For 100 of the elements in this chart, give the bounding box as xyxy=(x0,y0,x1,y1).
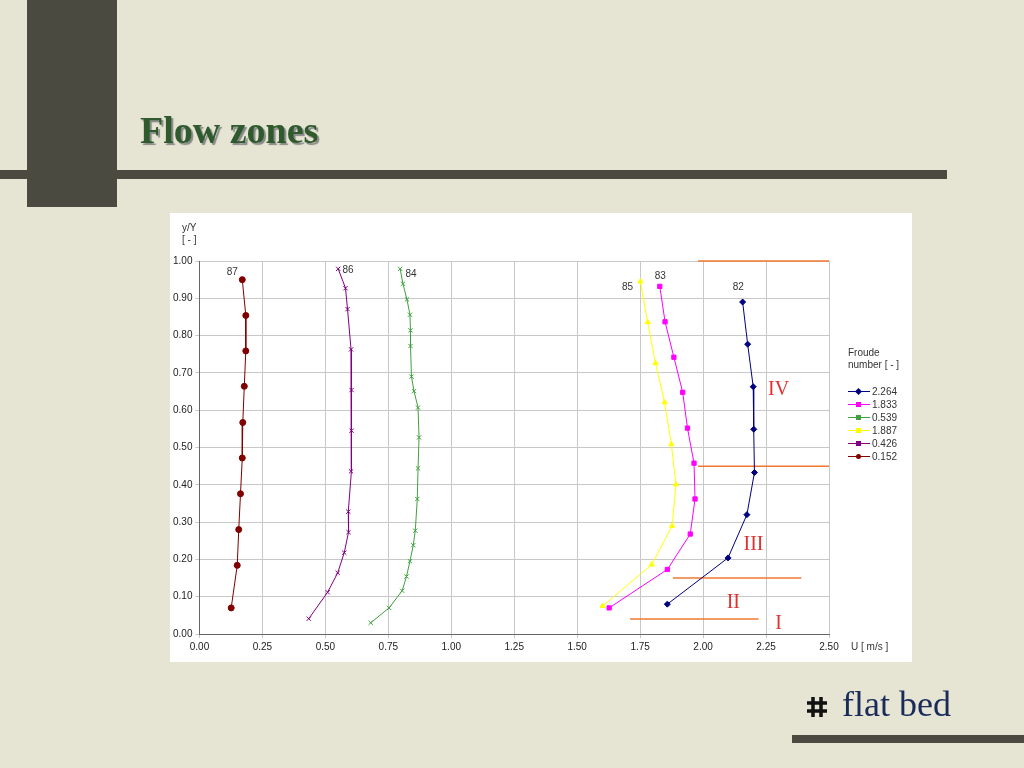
point xyxy=(637,278,644,284)
point xyxy=(663,600,671,608)
x-tick-label: 1.75 xyxy=(630,640,651,652)
y-tick-label: 0.20 xyxy=(172,553,193,565)
point xyxy=(238,454,246,462)
y-tick-label: 0.00 xyxy=(172,627,193,639)
point xyxy=(345,529,352,535)
point xyxy=(344,306,351,312)
point xyxy=(345,509,351,515)
legend-label: 0.426 xyxy=(871,437,899,450)
legend-label: 2.264 xyxy=(871,385,899,398)
point xyxy=(415,404,421,411)
point xyxy=(242,311,250,319)
point xyxy=(403,573,410,580)
y-tick-label: 0.70 xyxy=(172,366,193,378)
point xyxy=(743,511,751,519)
point xyxy=(348,428,355,434)
y-tick-label: 0.80 xyxy=(172,329,193,341)
x-tick-label: 1.50 xyxy=(567,640,588,652)
point xyxy=(235,526,243,534)
annotation: 85 xyxy=(621,280,634,292)
point xyxy=(348,346,354,353)
point xyxy=(342,285,349,291)
y-tick-label: 0.40 xyxy=(172,478,193,490)
annotation: 82 xyxy=(732,280,745,292)
point xyxy=(671,354,677,360)
point xyxy=(691,460,697,466)
point xyxy=(407,343,414,349)
point xyxy=(237,490,245,498)
point xyxy=(750,468,758,476)
point xyxy=(410,542,416,548)
y-tick-label: 0.60 xyxy=(172,403,193,415)
x-tick-label: 1.00 xyxy=(441,640,462,652)
point xyxy=(242,347,250,355)
point xyxy=(692,496,698,502)
point xyxy=(669,522,676,528)
y-tick-label: 0.30 xyxy=(172,515,193,527)
point xyxy=(407,312,413,318)
x-tick-label: 2.50 xyxy=(819,640,840,652)
point xyxy=(411,388,417,394)
point xyxy=(341,550,347,556)
point xyxy=(386,605,392,611)
point xyxy=(664,566,670,573)
x-tick-label: 2.25 xyxy=(756,640,777,652)
point xyxy=(233,561,241,569)
point xyxy=(644,318,651,325)
point xyxy=(662,319,668,325)
point xyxy=(227,604,235,612)
point xyxy=(399,588,405,594)
annotation: I xyxy=(775,611,782,634)
point xyxy=(416,434,422,441)
point xyxy=(239,419,247,427)
legend-label: 0.539 xyxy=(871,411,899,424)
x-tick-label: 0.50 xyxy=(315,640,336,652)
chart-title: Flow zones xyxy=(140,108,319,152)
legend-label: 1.887 xyxy=(871,424,899,437)
point xyxy=(680,389,686,395)
point xyxy=(724,554,732,562)
point xyxy=(238,276,246,284)
point xyxy=(599,602,606,609)
x-tick-label: 0.75 xyxy=(378,640,399,652)
x-tick-label: 0.00 xyxy=(189,640,210,652)
point xyxy=(404,296,410,303)
point xyxy=(750,425,758,433)
annotation: II xyxy=(726,589,740,612)
point xyxy=(648,561,655,567)
point xyxy=(744,340,752,348)
point xyxy=(414,496,420,502)
point xyxy=(687,531,693,537)
point xyxy=(412,528,418,534)
point xyxy=(661,398,668,405)
x-axis-title: U [ m/s ] xyxy=(851,640,889,652)
point xyxy=(739,298,747,306)
point xyxy=(400,281,406,287)
point xyxy=(657,283,663,289)
y-tick-label: 0.90 xyxy=(172,292,193,304)
annotation: IV xyxy=(768,376,790,399)
legend-label: 1.833 xyxy=(871,398,899,411)
annotation: 84 xyxy=(405,267,417,279)
annotation: 83 xyxy=(654,269,667,281)
y-tick-label: 0.10 xyxy=(172,590,193,602)
point xyxy=(335,570,341,576)
point xyxy=(652,359,659,366)
point xyxy=(325,589,331,595)
x-tick-label: 0.25 xyxy=(252,640,273,652)
x-tick-label: 1.25 xyxy=(504,640,525,652)
legend-title: Froude number [ - ] xyxy=(848,347,901,371)
point xyxy=(684,425,691,431)
point xyxy=(672,480,679,487)
point xyxy=(348,387,355,393)
legend-label: 0.152 xyxy=(871,450,899,463)
point xyxy=(240,382,248,390)
point xyxy=(408,374,415,380)
y-axis-title: y/Y [ - ] xyxy=(182,221,197,245)
point xyxy=(668,440,675,447)
y-tick-label: 0.50 xyxy=(172,441,193,453)
annotation: 86 xyxy=(342,264,355,276)
y-tick-label: 1.00 xyxy=(172,254,193,266)
point xyxy=(415,465,421,472)
x-tick-label: 2.00 xyxy=(693,640,714,652)
